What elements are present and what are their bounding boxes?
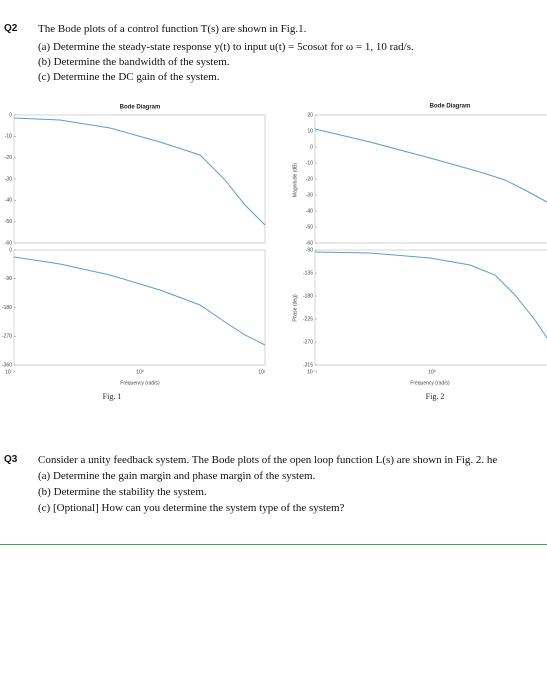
y-tick-label: -90 xyxy=(5,276,12,282)
plot-area xyxy=(314,114,547,244)
question-label: Q3 xyxy=(4,454,18,465)
y-tick-label: -180 xyxy=(303,293,313,299)
y-tick-label: 10 xyxy=(307,128,313,134)
y-tick-label: -40 xyxy=(306,208,313,214)
figure-title: Bode Diagram xyxy=(120,105,161,111)
question-item: (b) Determine the bandwidth of the syste… xyxy=(38,56,230,68)
y-axis-label: Phase (deg) xyxy=(292,294,298,322)
y-tick-label: -10 xyxy=(5,134,12,140)
question-item: (a) Determine the gain margin and phase … xyxy=(38,470,316,482)
question-item: (c) [Optional] How can you determine the… xyxy=(38,502,345,514)
question-item: (a) Determine the steady-state response … xyxy=(38,41,414,53)
y-tick-label: -135 xyxy=(303,270,313,276)
y-tick-label: 0 xyxy=(9,247,12,253)
plot-area xyxy=(13,114,266,244)
figure: Bode Diagram Magnitude (dB) Phase (deg) … xyxy=(292,104,547,401)
y-tick-label: -30 xyxy=(306,192,313,198)
divider xyxy=(0,544,547,545)
y-tick-label: -30 xyxy=(5,176,12,182)
x-axis-label: Frequency (rad/s) xyxy=(120,380,160,386)
question-intro: Consider a unity feedback system. The Bo… xyxy=(38,454,498,466)
phase-curve xyxy=(13,256,266,346)
y-tick-label: -60 xyxy=(306,240,313,246)
y-tick-label: -20 xyxy=(306,176,313,182)
y-tick-label: 20 xyxy=(307,112,313,118)
y-tick-label: -225 xyxy=(303,316,313,322)
figure-title: Bode Diagram xyxy=(430,104,471,110)
y-tick-label: -270 xyxy=(2,334,12,340)
caption: Fig. 1 xyxy=(103,392,122,401)
y-tick-label: 0 xyxy=(310,144,313,150)
figure: Bode Diagram Frequency (rad/s) Fig. 1 0-… xyxy=(2,105,266,401)
magnitude-curve xyxy=(13,117,266,226)
y-tick-label: 0 xyxy=(9,112,12,118)
x-axis-label: Frequency (rad/s) xyxy=(410,380,450,386)
y-tick-label: -40 xyxy=(5,198,12,204)
x-tick-label: 10¹ xyxy=(258,369,266,375)
phase-curve xyxy=(314,251,547,339)
y-tick-label: -90 xyxy=(306,247,313,253)
y-tick-label: -20 xyxy=(5,155,12,161)
y-tick-label: -50 xyxy=(5,219,12,225)
x-tick-label: 10⁻¹ xyxy=(307,369,317,375)
question-item: (b) Determine the stability the system. xyxy=(38,486,207,498)
plot-area xyxy=(13,249,266,366)
y-tick-label: -270 xyxy=(303,339,313,345)
question-label: Q2 xyxy=(4,23,18,34)
magnitude-curve xyxy=(314,128,547,203)
y-tick-label: -10 xyxy=(306,160,313,166)
y-tick-label: -60 xyxy=(5,240,12,246)
question-item: (c) Determine the DC gain of the system. xyxy=(38,71,220,83)
question-intro: The Bode plots of a control function T(s… xyxy=(38,23,307,35)
x-tick-label: 10⁰ xyxy=(428,369,436,375)
x-tick-label: 10⁻¹ xyxy=(5,369,15,375)
x-tick-label: 10⁰ xyxy=(136,369,144,375)
plot-area xyxy=(314,249,547,366)
caption: Fig. 2 xyxy=(426,392,445,401)
y-tick-label: -180 xyxy=(2,305,12,311)
y-axis-label: Magnitude (dB) xyxy=(292,163,298,198)
y-tick-label: -360 xyxy=(2,362,12,368)
y-tick-label: -315 xyxy=(303,362,313,368)
y-tick-label: -50 xyxy=(306,224,313,230)
